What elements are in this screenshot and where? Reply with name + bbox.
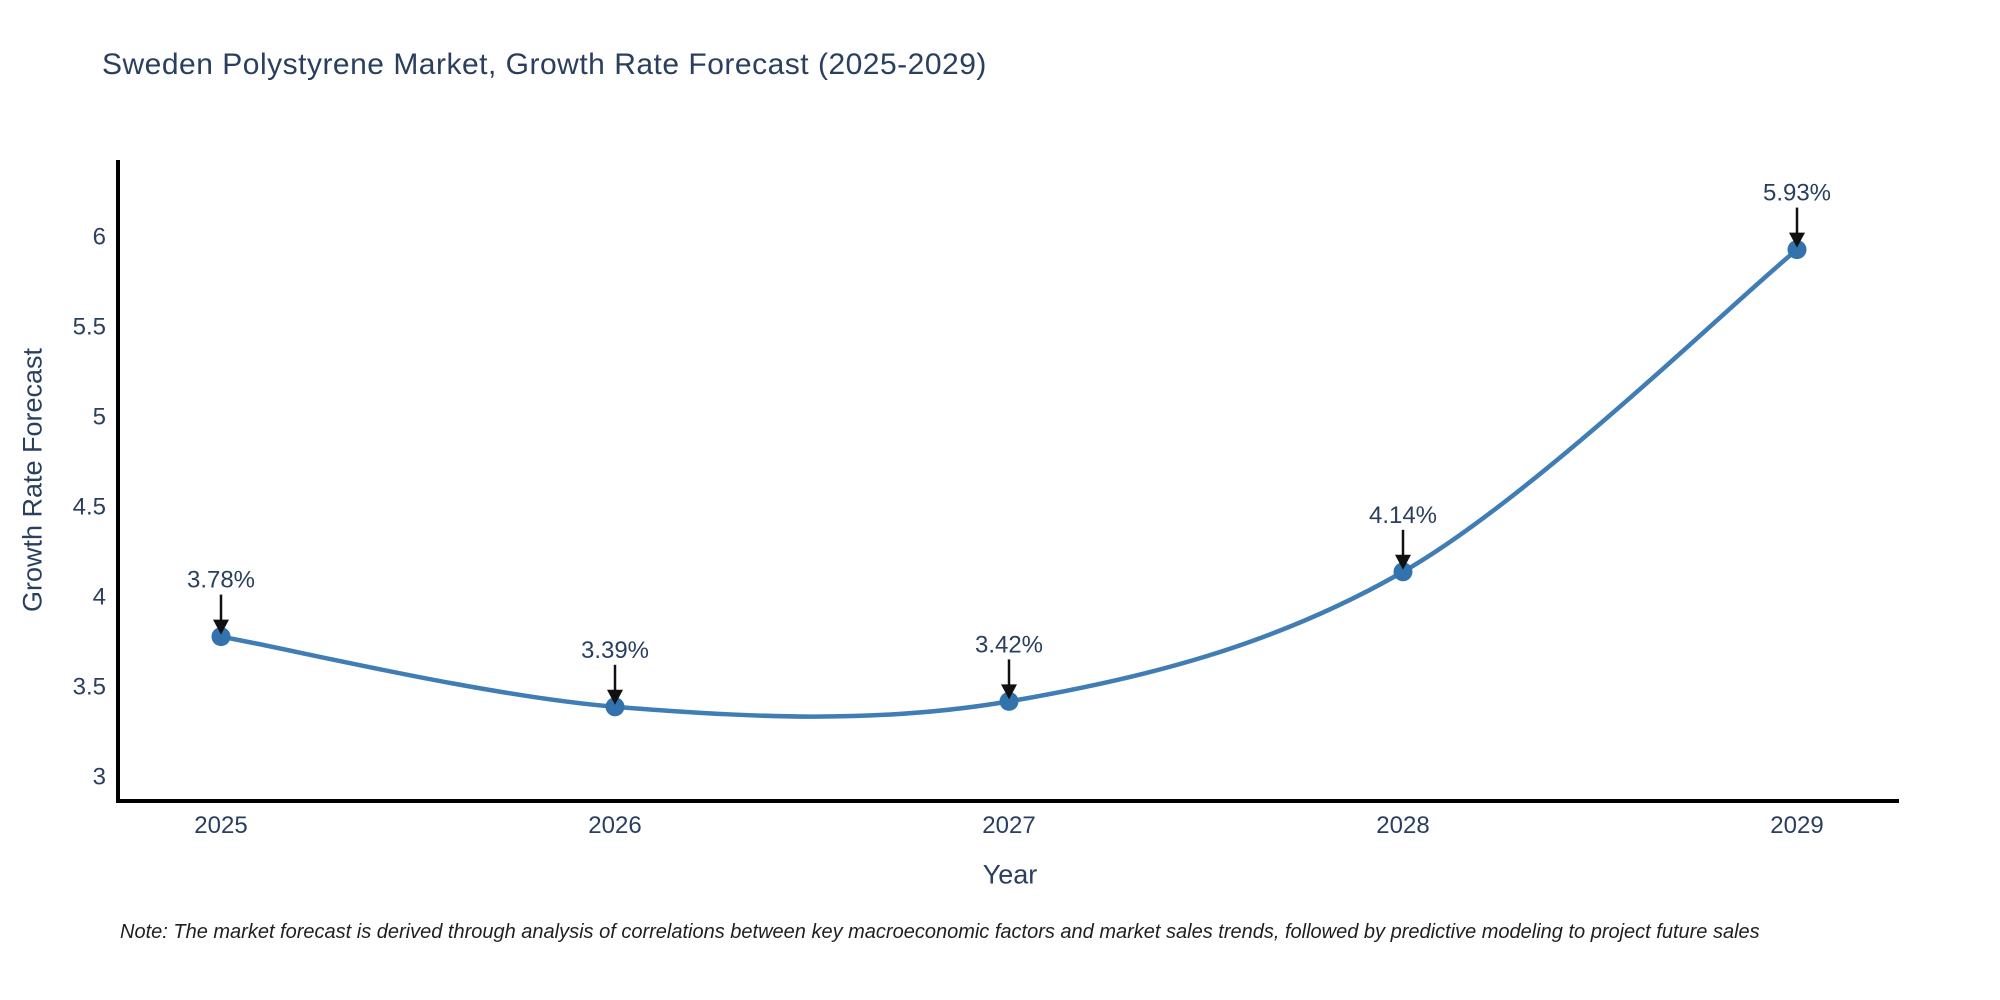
y-tick-label: 4 xyxy=(93,584,106,611)
x-tick-label: 2026 xyxy=(588,812,641,839)
chart-title: Sweden Polystyrene Market, Growth Rate F… xyxy=(102,48,987,81)
data-point-marker xyxy=(1393,562,1413,582)
footnote: Note: The market forecast is derived thr… xyxy=(120,921,1760,943)
y-tick-label: 6 xyxy=(93,224,106,251)
data-point-marker xyxy=(605,697,625,717)
y-tick-label: 3.5 xyxy=(73,674,106,701)
x-tick-label: 2027 xyxy=(982,812,1035,839)
data-point-label: 4.14% xyxy=(1369,502,1437,529)
annotation-arrowhead xyxy=(1789,232,1805,248)
data-point-label: 3.78% xyxy=(187,567,255,594)
x-tick-label: 2028 xyxy=(1376,812,1429,839)
data-point-marker xyxy=(1787,240,1807,260)
data-point-label: 5.93% xyxy=(1763,180,1831,207)
annotation-arrowhead xyxy=(607,689,623,705)
x-tick-label: 2029 xyxy=(1770,812,1823,839)
y-tick-label: 3 xyxy=(93,764,106,791)
annotation-arrowhead xyxy=(1001,684,1017,700)
y-tick-label: 5.5 xyxy=(73,314,106,341)
annotation-arrowhead xyxy=(1395,554,1411,570)
annotation-arrowhead xyxy=(213,619,229,635)
y-axis-title: Growth Rate Forecast xyxy=(17,347,48,613)
y-tick-label: 4.5 xyxy=(73,494,106,521)
data-point-marker xyxy=(999,691,1019,711)
data-point-label: 3.39% xyxy=(581,637,649,664)
data-point-marker xyxy=(211,627,231,647)
y-tick-label: 5 xyxy=(93,404,106,431)
x-axis-title: Year xyxy=(982,859,1038,890)
forecast-line xyxy=(218,247,1800,719)
data-point-label: 3.42% xyxy=(975,631,1043,658)
x-tick-label: 2025 xyxy=(194,812,247,839)
